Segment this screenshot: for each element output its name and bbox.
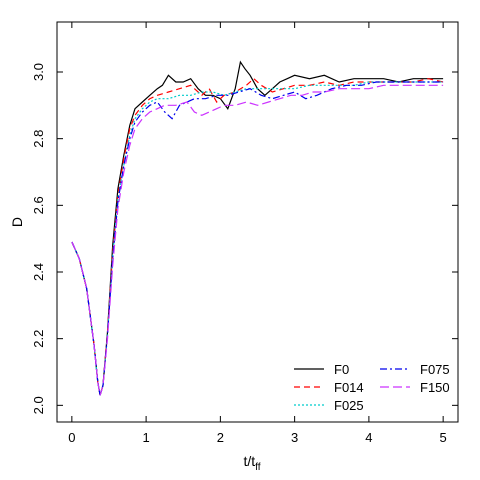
y-axis-label: D [9, 217, 25, 227]
y-tick-label: 2.0 [31, 396, 46, 414]
x-tick-label: 0 [68, 430, 75, 445]
x-tick-label: 3 [291, 430, 298, 445]
legend-label-f014: F014 [334, 380, 364, 395]
y-tick-label: 2.4 [31, 263, 46, 281]
x-tick-label: 4 [365, 430, 372, 445]
legend-label-f025: F025 [334, 398, 364, 413]
legend-label-f150: F150 [420, 380, 450, 395]
legend: F0 F014 F025 F075 F150 [294, 362, 450, 413]
x-axis-label-subscript: ff [255, 462, 261, 473]
series-layer [71, 60, 444, 396]
series-line-f075 [71, 81, 444, 396]
x-tick-label: 2 [217, 430, 224, 445]
y-axis: 2.0 2.2 2.4 2.6 2.8 3.0 [31, 63, 458, 414]
legend-label-f075: F075 [420, 362, 450, 377]
plot-frame [56, 21, 459, 423]
series-line-f0 [71, 60, 444, 396]
series-line-f025 [71, 81, 444, 396]
y-tick-label: 2.6 [31, 196, 46, 214]
legend-label-f0: F0 [334, 362, 349, 377]
x-tick-label: 1 [142, 430, 149, 445]
x-tick-label: 5 [440, 430, 447, 445]
y-tick-label: 2.8 [31, 130, 46, 148]
series-line-f014 [71, 77, 444, 396]
y-tick-label: 2.2 [31, 330, 46, 348]
x-axis: 0 1 2 3 4 5 [68, 22, 447, 445]
y-tick-label: 3.0 [31, 63, 46, 81]
series-line-f150 [71, 84, 444, 396]
x-axis-label: t/tff [243, 453, 260, 473]
